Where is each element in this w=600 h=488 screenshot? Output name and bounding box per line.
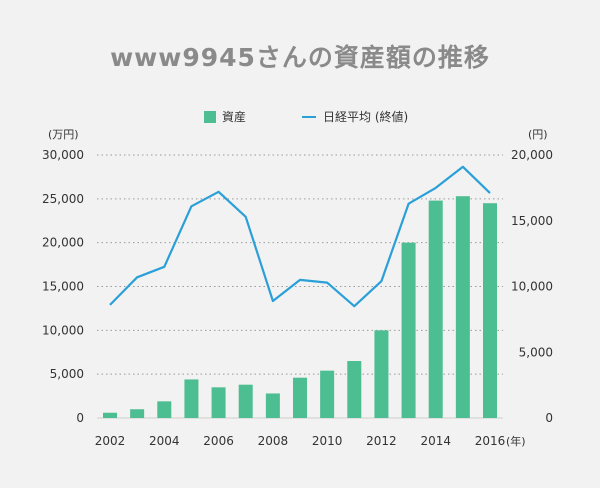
chart-title: www9945さんの資産額の推移 [110, 43, 490, 72]
line-path [109, 165, 491, 308]
bar [238, 384, 253, 418]
x-axis-tick-label: 2004 [149, 434, 180, 448]
right-axis-tick-label: 15,000 [511, 214, 553, 228]
legend-swatch-assets [204, 111, 216, 123]
bar [401, 242, 416, 418]
left-axis-tick-label: 20,000 [42, 236, 84, 250]
bar [157, 401, 172, 418]
x-axis-tick-label: 2016 [475, 434, 506, 448]
bar [320, 370, 335, 418]
left-axis-tick-label: 25,000 [42, 192, 84, 206]
bar [130, 409, 145, 418]
bar [374, 330, 389, 418]
left-axis-tick-label: 30,000 [42, 148, 84, 162]
left-axis-tick-label: 15,000 [42, 280, 84, 294]
legend-label-assets: 資産 [222, 109, 246, 124]
bar [265, 393, 280, 418]
right-axis-tick-label: 0 [545, 411, 553, 425]
x-axis-tick-label: 2008 [258, 434, 289, 448]
bar [483, 203, 497, 418]
bar-series [103, 196, 497, 418]
left-axis-tick-label: 10,000 [42, 323, 84, 337]
x-axis-tick-label: 2012 [366, 434, 397, 448]
bar [184, 379, 199, 418]
x-axis-tick-label: 2010 [312, 434, 343, 448]
x-axis-tick-label: 2006 [203, 434, 234, 448]
left-axis-unit: (万円) [48, 128, 79, 141]
right-axis-tick-label: 10,000 [511, 280, 553, 294]
legend-label-nikkei: 日経平均 (終値) [323, 109, 408, 124]
right-axis-tick-label: 5,000 [519, 345, 553, 359]
right-axis-tick-label: 20,000 [511, 148, 553, 162]
legend: 資産 日経平均 (終値) [204, 109, 408, 124]
left-axis-tick-label: 5,000 [50, 367, 84, 381]
bar [347, 361, 362, 418]
bar [103, 412, 117, 418]
x-axis-unit: (年) [506, 434, 526, 448]
bar [428, 200, 443, 418]
right-axis-unit: (円) [528, 128, 548, 141]
x-axis-tick-label: 2014 [420, 434, 451, 448]
bar [211, 387, 226, 418]
left-axis-tick-label: 0 [76, 411, 84, 425]
x-axis-tick-label: 2002 [95, 434, 126, 448]
bar [455, 196, 470, 418]
line-series [109, 165, 491, 308]
axes: 0 5,000 10,000 15,000 20,000 25,000 30,000 0 5,0… [42, 148, 553, 448]
bar [293, 377, 307, 418]
